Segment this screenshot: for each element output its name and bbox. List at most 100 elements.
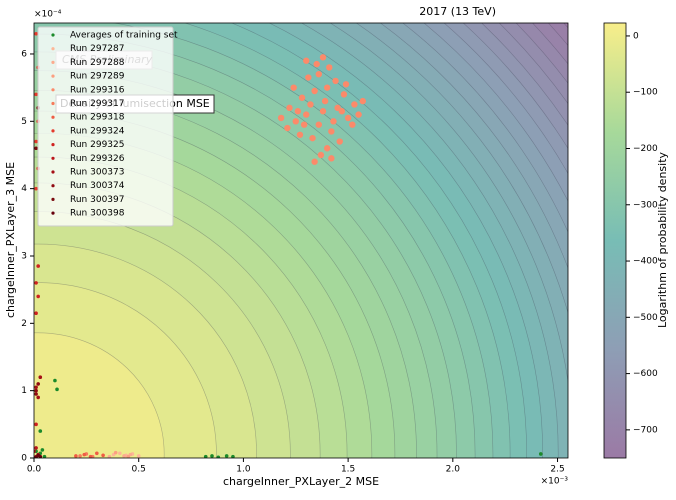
point xyxy=(34,186,38,191)
point xyxy=(315,70,322,78)
legend-label: Run 300398 xyxy=(70,209,125,219)
x-tick-label: 2.5 xyxy=(550,465,564,475)
point xyxy=(311,87,318,95)
point xyxy=(107,454,112,458)
point xyxy=(292,118,299,125)
legend-label: Run 299316 xyxy=(70,85,125,95)
point xyxy=(38,454,43,458)
legend-label: Run 300373 xyxy=(70,168,124,178)
point xyxy=(136,454,141,458)
point xyxy=(74,454,78,458)
legend-label: Run 299318 xyxy=(70,113,125,123)
point xyxy=(55,387,59,392)
point xyxy=(34,446,38,450)
legend-marker xyxy=(51,211,55,215)
legend-label: Run 297288 xyxy=(70,58,125,68)
point xyxy=(36,264,40,268)
point xyxy=(53,378,57,383)
y-tick-label: 4 xyxy=(21,184,27,194)
colorbar-label: Logarithm of probability density xyxy=(656,151,669,328)
legend-marker xyxy=(51,143,55,147)
point xyxy=(349,121,356,128)
point xyxy=(332,77,339,85)
point xyxy=(294,108,302,115)
legend-label: Run 299317 xyxy=(70,99,124,109)
point xyxy=(290,84,297,91)
point xyxy=(303,111,310,118)
point xyxy=(36,294,40,299)
legend-marker xyxy=(51,115,55,119)
point xyxy=(317,151,325,159)
x-tick-label: 1.0 xyxy=(236,465,251,475)
y-tick-label: 1 xyxy=(21,386,27,396)
point xyxy=(315,121,322,128)
colorbar-tick-label: −200 xyxy=(633,144,658,154)
point xyxy=(42,454,47,458)
point xyxy=(323,145,331,152)
point xyxy=(34,311,38,316)
point xyxy=(36,395,40,400)
axes: 0.0 0.5 1.0 1.5 2.0 2.5 0 1 2 3 4 5 6 0 −100 −200 −300 −4… xyxy=(21,31,658,474)
point xyxy=(34,139,38,144)
point xyxy=(82,452,87,457)
point xyxy=(34,31,38,36)
point xyxy=(311,158,318,165)
colorbar-tick-label: −300 xyxy=(633,200,658,210)
point xyxy=(122,454,126,458)
point xyxy=(88,454,93,458)
legend-label: Run 297289 xyxy=(70,72,125,82)
legend-label: Run 299326 xyxy=(70,154,125,164)
x-tick-label: 0.5 xyxy=(132,465,146,475)
x-tick-label: 0.0 xyxy=(27,465,42,475)
y-tick-label: 0 xyxy=(21,454,27,464)
point xyxy=(305,74,312,81)
legend-label: Run 300397 xyxy=(70,195,124,205)
point xyxy=(34,385,38,390)
plot-frame xyxy=(33,22,569,459)
colorbar-tick-label: −400 xyxy=(633,257,658,267)
legend-marker xyxy=(51,156,55,160)
x-tick-label: 2.0 xyxy=(446,465,461,475)
point xyxy=(326,64,333,71)
legend-marker xyxy=(51,74,55,78)
point xyxy=(300,121,308,128)
point xyxy=(284,124,291,132)
point xyxy=(113,450,118,455)
point xyxy=(338,108,346,115)
y-tick-label: 2 xyxy=(21,319,27,329)
legend-marker xyxy=(51,184,55,188)
colorbar-tick-label: 0 xyxy=(633,31,639,41)
point xyxy=(203,454,208,458)
point xyxy=(309,134,316,142)
y-tick-label: 5 xyxy=(21,117,27,127)
point xyxy=(101,453,105,458)
point xyxy=(303,57,310,64)
colorbar-tick-label: −600 xyxy=(633,369,658,379)
colorbar-tick-label: −100 xyxy=(633,88,658,98)
point xyxy=(34,422,38,427)
legend-label: Run 299324 xyxy=(70,126,125,136)
legend-box xyxy=(37,26,174,227)
point xyxy=(321,97,329,105)
legend-marker xyxy=(51,129,55,133)
point xyxy=(231,454,235,458)
point xyxy=(277,114,285,122)
colorbar-tick-label: −700 xyxy=(633,425,658,435)
point xyxy=(40,448,45,452)
legend-marker xyxy=(51,88,55,92)
point xyxy=(328,155,335,162)
point xyxy=(298,94,306,101)
legend-marker xyxy=(51,33,55,37)
legend-marker xyxy=(51,60,55,64)
point xyxy=(36,382,40,386)
point xyxy=(126,454,131,458)
legend-marker xyxy=(51,170,55,174)
legend: Averages of training set Run 297287 Run 29… xyxy=(37,26,178,227)
y-axis-label: chargeInner_PXLayer_3 MSE xyxy=(4,162,17,318)
legend-label: Run 300374 xyxy=(70,181,125,191)
point xyxy=(355,111,362,118)
point xyxy=(38,375,43,379)
point xyxy=(34,449,36,454)
point xyxy=(351,101,358,108)
